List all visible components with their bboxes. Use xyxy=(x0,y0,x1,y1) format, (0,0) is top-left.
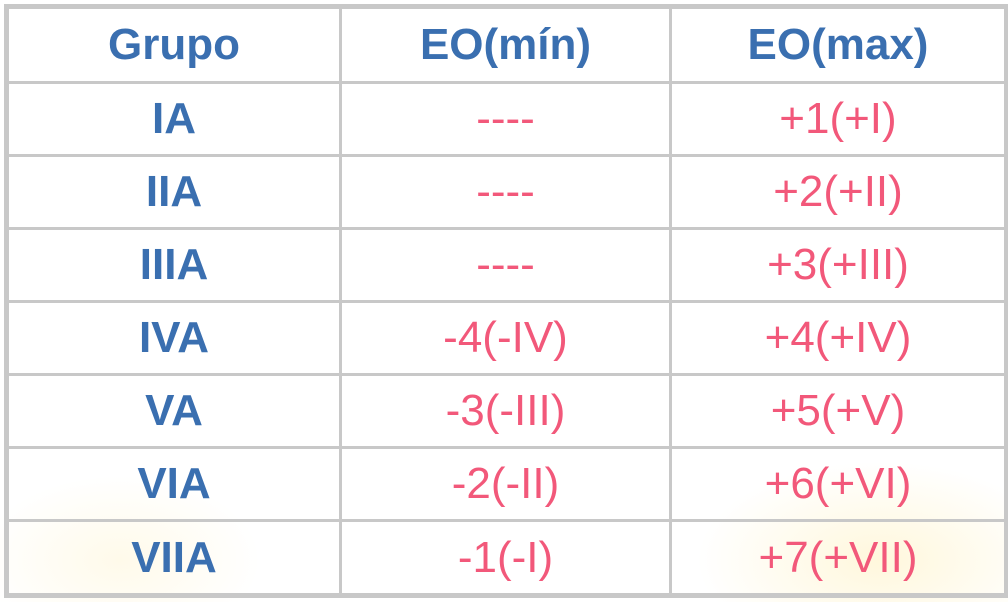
table-row: IIA ---- +2(+II) xyxy=(5,154,1008,231)
cell-grupo: VIA xyxy=(5,446,342,523)
cell-eo-min: ---- xyxy=(339,227,672,304)
cell-eo-min: ---- xyxy=(339,80,672,158)
cell-grupo: IIA xyxy=(5,154,342,231)
header-eo-min: EO(mín) xyxy=(339,5,672,84)
table-row: IIIA ---- +3(+III) xyxy=(5,227,1008,304)
table-header-row: Grupo EO(mín) EO(max) xyxy=(5,5,1008,84)
cell-eo-max: +4(+IV) xyxy=(669,300,1008,377)
cell-grupo: VIIA xyxy=(5,519,342,597)
cell-grupo: IIIA xyxy=(5,227,342,304)
header-grupo: Grupo xyxy=(5,5,342,84)
cell-eo-max: +2(+II) xyxy=(669,154,1008,231)
table-row: VA -3(-III) +5(+V) xyxy=(5,373,1008,450)
oxidation-states-table: Grupo EO(mín) EO(max) IA ---- +1(+I) IIA… xyxy=(4,4,1008,598)
cell-eo-min: -2(-II) xyxy=(339,446,672,523)
cell-eo-min: -4(-IV) xyxy=(339,300,672,377)
cell-eo-max: +1(+I) xyxy=(669,80,1008,158)
cell-eo-min: ---- xyxy=(339,154,672,231)
table-row: VIA -2(-II) +6(+VI) xyxy=(5,446,1008,523)
header-eo-max: EO(max) xyxy=(669,5,1008,84)
table-row: VIIA -1(-I) +7(+VII) xyxy=(5,519,1008,597)
cell-eo-max: +7(+VII) xyxy=(669,519,1008,597)
cell-eo-max: +6(+VI) xyxy=(669,446,1008,523)
cell-eo-max: +5(+V) xyxy=(669,373,1008,450)
cell-grupo: VA xyxy=(5,373,342,450)
cell-grupo: IA xyxy=(5,80,342,158)
cell-grupo: IVA xyxy=(5,300,342,377)
table-row: IA ---- +1(+I) xyxy=(5,80,1008,158)
cell-eo-max: +3(+III) xyxy=(669,227,1008,304)
table-row: IVA -4(-IV) +4(+IV) xyxy=(5,300,1008,377)
cell-eo-min: -1(-I) xyxy=(339,519,672,597)
cell-eo-min: -3(-III) xyxy=(339,373,672,450)
